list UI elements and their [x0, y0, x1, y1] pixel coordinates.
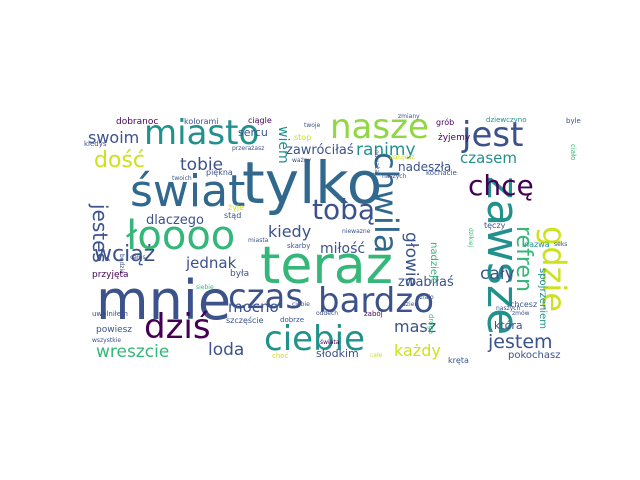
- word-dzikiej: dzikiej: [467, 228, 474, 248]
- word-sercu: sercu: [238, 126, 268, 139]
- word-dzis: dziś: [144, 307, 211, 347]
- word-naszych-2: naszych: [496, 305, 521, 312]
- word-masz: masz: [394, 317, 437, 336]
- word-miasto: miasto: [144, 113, 260, 153]
- word-uwolnilem: uwolniłem: [92, 310, 128, 318]
- word-loooo: łoooo: [126, 213, 236, 259]
- word-zaboj: zabój: [364, 310, 383, 318]
- word-spojrzeniem: spojrzeniem: [537, 268, 548, 329]
- word-zyjemy: żyjemy: [438, 133, 471, 143]
- word-milosc: miłość: [320, 241, 366, 257]
- word-stop: stop: [294, 133, 312, 142]
- word-choc: choć: [272, 352, 289, 360]
- word-dzien: dzień: [402, 301, 419, 308]
- word-twoich: twoich: [172, 175, 192, 182]
- word-ktora: która: [494, 319, 523, 332]
- word-swiat: świat: [130, 166, 246, 217]
- word-miasta: miasta: [248, 237, 269, 244]
- word-calus: całus: [130, 254, 146, 261]
- word-dlaczego: dlaczego: [146, 213, 205, 228]
- word-tobie: tobie: [180, 155, 224, 175]
- word-nadzieje: nadzieję: [428, 242, 439, 284]
- word-dzialo: działo: [416, 294, 434, 301]
- word-toba: tobą: [312, 193, 376, 226]
- word-piekna: piękna: [206, 168, 233, 177]
- word-przyjeta: przyjęta: [92, 270, 129, 280]
- word-chcesz: chcesz: [510, 300, 538, 309]
- word-dobrze: dobrze: [280, 316, 305, 324]
- word-nasze: nasze: [330, 107, 429, 147]
- word-stad: stąd: [224, 211, 242, 220]
- word-kiedy: kiedy: [268, 222, 312, 241]
- word-dobranoc: dobranoc: [116, 117, 159, 127]
- word-przerazasz: przerażasz: [232, 145, 265, 152]
- word-kolorami: kolorami: [184, 117, 219, 126]
- word-droga: droga: [427, 314, 435, 335]
- word-wiem: wiem: [275, 126, 291, 164]
- word-nadeszla: nadeszła: [398, 160, 452, 174]
- word-nalujesz: nalujesz: [390, 154, 415, 161]
- word-loda: loda: [208, 340, 245, 360]
- word-chce: chcę: [468, 169, 534, 202]
- word-oddech: oddech: [316, 310, 339, 317]
- word-bardzo: bardzo: [318, 281, 435, 321]
- word-kochacie: kochacie: [426, 169, 457, 177]
- word-naszych-1: naszych: [382, 173, 407, 180]
- word-cale: całe: [370, 352, 383, 359]
- word-kazdy: każdy: [394, 341, 441, 360]
- word-tylko: tylko: [242, 149, 383, 217]
- word-mocno: mocno: [228, 298, 279, 316]
- word-zmiany: zmiany: [398, 113, 420, 120]
- word-ciagle: ciągle: [248, 116, 272, 125]
- word-slodkim: słodkim: [316, 347, 359, 360]
- word-seks: seks: [554, 241, 568, 248]
- word-kreta: kręta: [448, 356, 469, 365]
- word-czas: czas: [228, 277, 304, 317]
- word-byla: była: [230, 269, 250, 279]
- word-teczy: tęczy: [484, 221, 506, 230]
- word-jednak: jednak: [186, 254, 237, 272]
- word-grob: grób: [436, 118, 455, 127]
- word-czasem: czasem: [460, 149, 517, 167]
- word-ranimy: ranimy: [356, 140, 416, 160]
- word-twoje: twoje: [304, 122, 321, 129]
- word-cialo: ciało: [569, 144, 577, 161]
- word-mnie: mnie: [96, 269, 232, 332]
- word-dziewczyno: dziewczyno: [486, 116, 527, 124]
- word-caly: cały: [480, 264, 515, 284]
- word-siebie: siebie: [196, 284, 214, 291]
- word-powiesz: powiesz: [96, 325, 133, 335]
- word-teraz: teraz: [260, 236, 393, 296]
- word-zawrocilas: zawróciłaś: [286, 143, 354, 158]
- word-ciebie-small: ciebie: [292, 301, 310, 308]
- word-swiata: świata: [320, 339, 340, 346]
- word-jest: jest: [462, 115, 524, 155]
- word-skarby: skarby: [287, 242, 311, 250]
- word-zmow: zmów: [512, 310, 530, 317]
- word-jestem: jestem: [488, 331, 553, 353]
- word-nazwa: nazwa: [524, 240, 550, 249]
- word-wazny: ważny: [292, 157, 312, 164]
- word-dosc: dość: [94, 148, 145, 173]
- word-niewazne: niewazne: [342, 228, 371, 235]
- word-odwazaj: odważaj: [373, 150, 380, 175]
- word-jestes: jesteś: [88, 204, 112, 263]
- word-wszystkie: wszystkie: [92, 337, 122, 344]
- word-zwabilas: zwabiłaś: [398, 275, 454, 290]
- word-szczescie: szczęście: [226, 316, 264, 325]
- word-swoim: swoim: [88, 128, 140, 147]
- word-wciaz: wciąż: [94, 242, 156, 267]
- word-pokochasz: pokochasz: [508, 350, 561, 361]
- word-zyje: żyje: [228, 203, 245, 212]
- word-byle: byle: [566, 117, 581, 125]
- word-refren: refren: [511, 226, 536, 292]
- word-kiedys: kiedyś: [84, 140, 107, 148]
- word-wreszcie: wreszcie: [96, 342, 170, 362]
- word-ciebie: ciebie: [264, 319, 366, 359]
